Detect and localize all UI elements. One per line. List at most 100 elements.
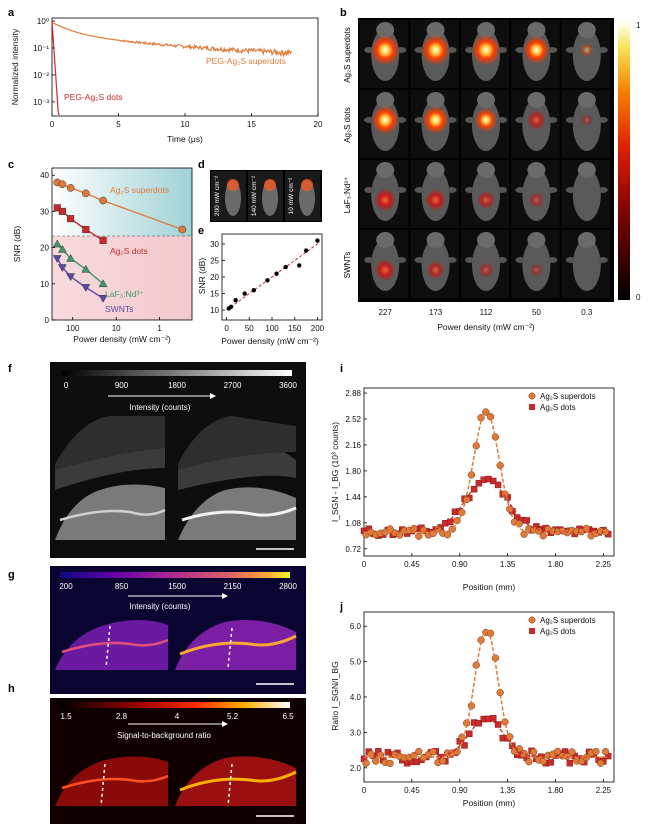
colorbar-title-f: Intensity (counts)	[130, 403, 191, 412]
xlabel-j: Position (mm)	[463, 798, 516, 808]
row-labels-b: Ag₂S superdots Ag₂S dots LaF₃:Nd³⁺ SWNTs	[343, 27, 352, 278]
ticks-e: 10 15 20 25 30 0 50 100 150 200	[210, 240, 325, 333]
panel-label-f: f	[8, 363, 12, 375]
ytick-label: 2.52	[345, 415, 361, 424]
ytick-label-c: 0	[45, 316, 50, 325]
point-superdots	[520, 530, 528, 538]
mouse-cell	[460, 20, 510, 88]
colorbar-tick-label: 5.2	[227, 712, 239, 721]
label-laf-c: LaF₃:Nd³⁺	[105, 289, 144, 299]
point-superdots	[372, 757, 380, 765]
point-c	[67, 215, 75, 223]
ytick-label-c: 40	[40, 171, 49, 180]
mouse-cell	[511, 160, 560, 228]
xtick-label-e: 0	[224, 324, 229, 333]
colorbar-tick-label: 900	[115, 381, 129, 390]
colorbar-tick-label: 6.5	[282, 712, 294, 721]
point-superdots	[563, 752, 571, 761]
signal-glow	[476, 190, 496, 210]
panel-label-g: g	[8, 569, 15, 581]
legend-superdots-a: PEG-Ag₂S superdots	[206, 56, 286, 66]
power-label-d: 200 mW cm⁻²	[214, 175, 221, 216]
series-superdots-a	[51, 20, 292, 58]
ticks-j: 2.0 3.0 4.0 5.0 6.0 0 0.45 0.90 1.35 1.80 2.25	[350, 622, 612, 795]
point-dots	[566, 759, 574, 767]
point-c	[57, 264, 67, 273]
fit-line-e	[226, 241, 321, 311]
colorbar-tick-label: 2800	[279, 582, 297, 591]
point-superdots	[577, 757, 586, 766]
panel-c: c 0 10 20 30 40 100 10 1 Ag₂S superdots Ag₂S do…	[8, 159, 193, 344]
xtick-label: 2.25	[596, 786, 612, 795]
point-superdots	[597, 759, 605, 767]
point-superdots	[568, 748, 576, 756]
point-dots	[470, 485, 478, 493]
point-dots	[475, 720, 483, 727]
ytick-label: 3.0	[350, 728, 362, 737]
colorbar-ticks-g: 200 850 1500 2150 2800	[59, 582, 297, 591]
limb-images-f	[55, 416, 297, 540]
ytick-label: 1.44	[345, 493, 361, 502]
point-c	[66, 253, 76, 262]
point-c	[52, 239, 62, 248]
ticks-a: 10⁰ 10⁻¹ 10⁻² 10⁻³ 0 5 10 15 20	[33, 17, 323, 129]
point-e	[233, 297, 238, 303]
point-superdots	[362, 759, 370, 767]
panel-h: h 1.5 2.8 4 5.2 6.5 Signal-to-background rat…	[8, 683, 306, 824]
point-c	[178, 225, 187, 234]
panel-j: j 2.0 3.0 4.0 5.0 6.0 0 0.45 0.90 1.35 1.80 2.25 A…	[330, 601, 615, 808]
ytick-label-c: 30	[40, 207, 49, 216]
mouse-cell	[460, 160, 510, 228]
col-label-b: 50	[532, 308, 541, 317]
mouse-images-d: 200 mW cm⁻² 140 mW cm⁻² 10 mW cm⁻²	[211, 171, 320, 221]
ytick-label: 1.80	[345, 467, 361, 476]
signal-glow	[374, 188, 397, 212]
ytick-label: 2.16	[345, 441, 361, 450]
xtick-label-a: 20	[314, 120, 323, 129]
signal-glow	[529, 263, 544, 277]
label-swnt-c: SWNTs	[105, 304, 133, 314]
ylabel-a: Normalized intensity	[10, 28, 20, 105]
mouse-cell	[561, 230, 610, 298]
mouse-cell	[561, 20, 610, 88]
panel-a: a 10⁰ 10⁻¹ 10⁻² 10⁻³ 0 5 10 15 20 PEG-Ag₂S super…	[8, 7, 323, 144]
axes-i	[363, 387, 615, 557]
ytick-label-e: 20	[210, 273, 219, 282]
point-superdots	[415, 747, 423, 756]
legend-dots-i: Ag₂S dots	[540, 403, 576, 412]
ticks-c: 0 10 20 30 40 100 10 1	[40, 171, 162, 333]
col-label-b: 0.3	[581, 308, 593, 317]
mouse-cell	[511, 90, 560, 158]
point-c	[81, 264, 91, 273]
mouse-cell	[511, 230, 560, 298]
point-c	[58, 180, 67, 189]
ytick-label-e: 10	[210, 306, 219, 315]
mouse-cell	[360, 20, 409, 88]
ytick-label: 6.0	[350, 622, 362, 631]
xtick-label: 0.90	[452, 786, 468, 795]
point-e	[303, 248, 309, 253]
xtick-label-e: 200	[311, 324, 325, 333]
panel-d: d 200 mW cm⁻² 140 mW cm⁻² 10 mW cm⁻²	[198, 159, 322, 222]
colorbar-ticks-h: 1.5 2.8 4 5.2 6.5	[60, 712, 294, 721]
point-dots	[475, 480, 483, 487]
ylabel-e: SNR (dB)	[197, 258, 207, 295]
point-e	[297, 263, 302, 268]
xtick-label: 0	[362, 786, 367, 795]
mouse-cell	[410, 20, 459, 88]
colorbar-b	[618, 22, 630, 300]
mouse-cell	[410, 230, 459, 298]
power-label-d: 140 mW cm⁻²	[251, 175, 258, 216]
colorbar-tick-label: 850	[115, 582, 129, 591]
xtick-label: 0.45	[404, 786, 420, 795]
mouse-cell	[360, 230, 409, 298]
mouse-cell	[360, 160, 409, 228]
mouse-cell	[410, 160, 459, 228]
xtick-label-c: 10	[112, 324, 121, 333]
power-label-d: 10 mW cm⁻²	[288, 177, 295, 214]
bg-pink-c	[52, 236, 192, 320]
limb-images-h	[55, 756, 297, 807]
ylabel-j: Ratio I_SGN/I_BG	[330, 661, 340, 730]
panel-label-i: i	[340, 363, 343, 375]
